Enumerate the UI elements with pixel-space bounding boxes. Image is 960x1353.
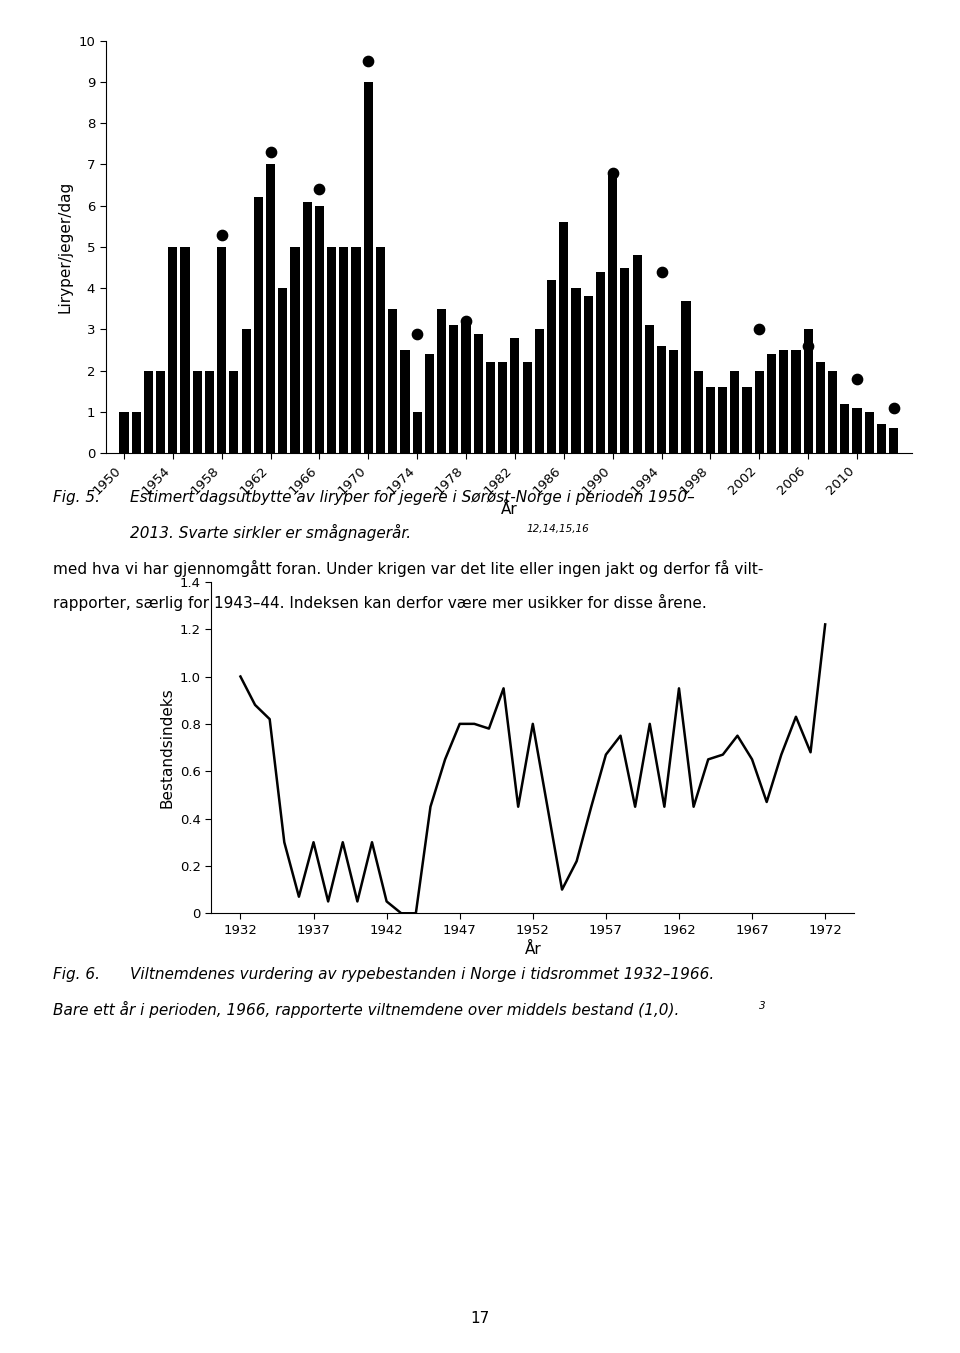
Bar <box>253 198 263 453</box>
Bar <box>302 202 312 453</box>
Bar <box>290 248 300 453</box>
Point <box>752 319 767 341</box>
Bar <box>229 371 238 453</box>
Bar <box>816 363 825 453</box>
Bar <box>339 248 348 453</box>
Bar <box>400 350 410 453</box>
Bar <box>804 330 813 453</box>
Text: Estimert dagsutbytte av liryper for jegere i Sørøst-Norge i perioden 1950–: Estimert dagsutbytte av liryper for jege… <box>130 490 694 505</box>
Bar <box>755 371 764 453</box>
Bar <box>473 334 483 453</box>
Bar <box>132 411 141 453</box>
Bar <box>449 325 458 453</box>
Bar <box>193 371 202 453</box>
X-axis label: År: År <box>524 942 541 958</box>
Text: Fig. 5.: Fig. 5. <box>53 490 100 505</box>
Bar <box>486 363 495 453</box>
Point <box>801 336 816 357</box>
Bar <box>364 83 372 453</box>
Bar <box>718 387 727 453</box>
Bar <box>706 387 715 453</box>
Point <box>214 223 229 245</box>
Bar <box>852 407 861 453</box>
Bar <box>535 330 544 453</box>
Bar <box>327 248 336 453</box>
Bar <box>217 248 227 453</box>
Point <box>886 396 901 418</box>
Bar <box>498 363 507 453</box>
Bar <box>168 248 178 453</box>
Bar <box>682 300 690 453</box>
Text: Bare ett år i perioden, 1966, rapporterte viltnemdene over middels bestand (1,0): Bare ett år i perioden, 1966, rapportert… <box>53 1001 679 1019</box>
Bar <box>731 371 739 453</box>
Bar <box>559 222 568 453</box>
Bar <box>242 330 251 453</box>
Text: 12,14,15,16: 12,14,15,16 <box>526 524 588 533</box>
Bar <box>657 346 666 453</box>
Bar <box>620 268 630 453</box>
Bar <box>413 411 421 453</box>
Bar <box>119 411 129 453</box>
Point <box>850 368 865 390</box>
Bar <box>144 371 153 453</box>
Bar <box>889 429 899 453</box>
Bar <box>840 403 850 453</box>
Bar <box>876 425 886 453</box>
Point <box>361 50 376 72</box>
Bar <box>742 387 752 453</box>
Bar <box>156 371 165 453</box>
Text: 3: 3 <box>759 1001 766 1011</box>
Bar <box>571 288 581 453</box>
Bar <box>693 371 703 453</box>
Bar <box>315 206 324 453</box>
Bar <box>376 248 385 453</box>
Bar <box>596 272 605 453</box>
Text: 17: 17 <box>470 1311 490 1326</box>
Bar <box>204 371 214 453</box>
Point <box>458 310 473 331</box>
Bar <box>351 248 361 453</box>
Bar <box>511 338 519 453</box>
Bar <box>608 173 617 453</box>
Bar <box>462 321 470 453</box>
Y-axis label: Liryper/jeger/dag: Liryper/jeger/dag <box>58 181 73 313</box>
Bar <box>828 371 837 453</box>
Bar <box>645 325 654 453</box>
Bar <box>791 350 801 453</box>
Bar <box>633 256 641 453</box>
Bar <box>424 354 434 453</box>
Point <box>605 162 620 184</box>
Bar <box>266 165 276 453</box>
Bar <box>865 411 874 453</box>
Bar <box>767 354 776 453</box>
Bar <box>278 288 287 453</box>
Text: rapporter, særlig for 1943–44. Indeksen kan derfor være mer usikker for disse år: rapporter, særlig for 1943–44. Indeksen … <box>53 594 707 612</box>
Bar <box>780 350 788 453</box>
Bar <box>522 363 532 453</box>
X-axis label: År: År <box>500 502 517 517</box>
Text: Fig. 6.: Fig. 6. <box>53 967 100 982</box>
Y-axis label: Bestandsindeks: Bestandsindeks <box>159 687 174 808</box>
Bar <box>180 248 189 453</box>
Point <box>312 179 327 200</box>
Text: 2013. Svarte sirkler er smågnagerår.: 2013. Svarte sirkler er smågnagerår. <box>130 524 411 541</box>
Bar <box>388 308 397 453</box>
Point <box>263 141 278 162</box>
Text: Viltnemdenes vurdering av rypebestanden i Norge i tidsrommet 1932–1966.: Viltnemdenes vurdering av rypebestanden … <box>130 967 714 982</box>
Bar <box>584 296 593 453</box>
Text: med hva vi har gjennomgått foran. Under krigen var det lite eller ingen jakt og : med hva vi har gjennomgått foran. Under … <box>53 560 763 578</box>
Bar <box>437 308 446 453</box>
Bar <box>547 280 556 453</box>
Point <box>654 261 669 283</box>
Point <box>410 323 425 345</box>
Bar <box>669 350 679 453</box>
